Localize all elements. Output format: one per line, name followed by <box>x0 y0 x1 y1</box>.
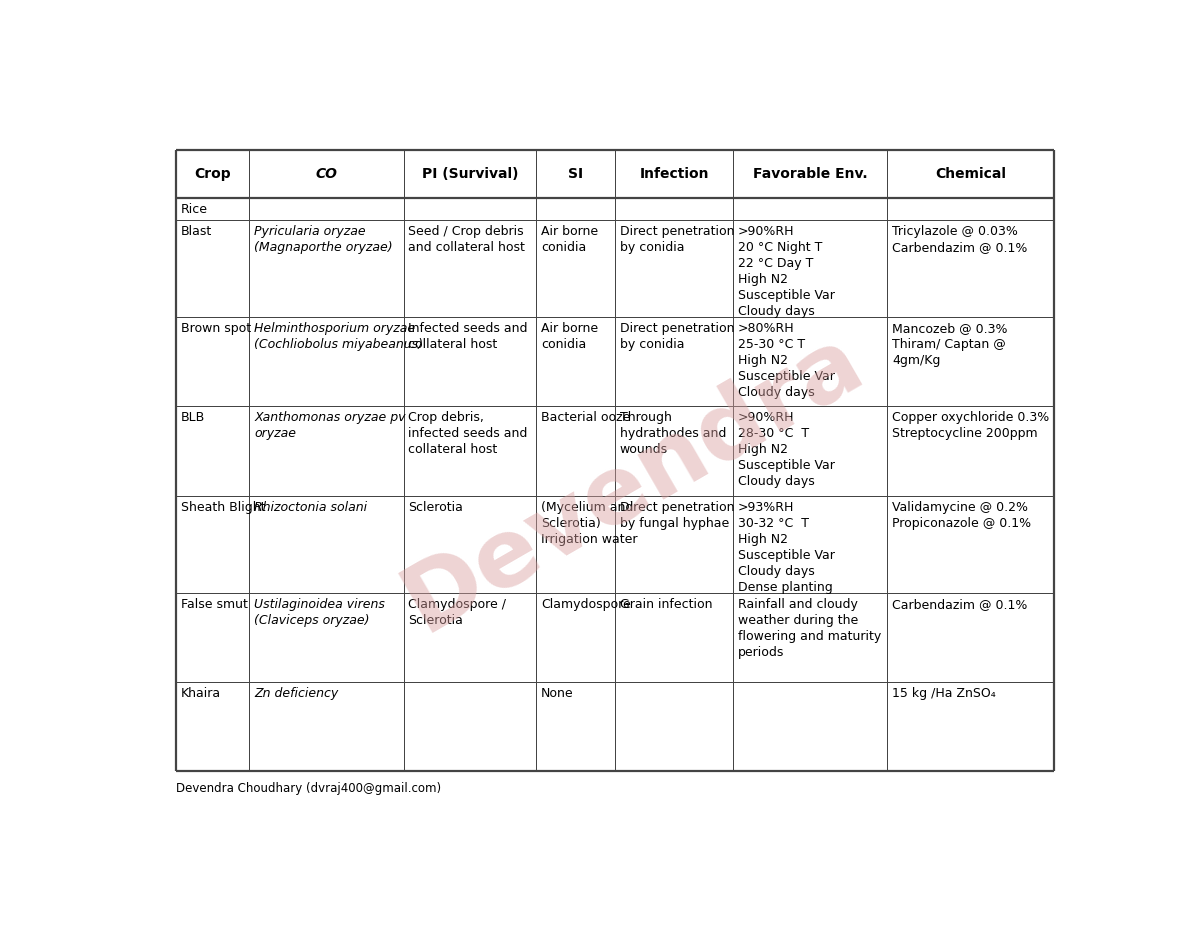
Text: Bacterial ooze: Bacterial ooze <box>541 412 630 425</box>
Text: Air borne
conidia: Air borne conidia <box>541 323 598 351</box>
Text: Helminthosporium oryzae
(Cochliobolus miyabeanus): Helminthosporium oryzae (Cochliobolus mi… <box>254 323 424 351</box>
Text: Mancozeb @ 0.3%
Thiram/ Captan @
4gm/Kg: Mancozeb @ 0.3% Thiram/ Captan @ 4gm/Kg <box>892 323 1008 367</box>
Text: Rice: Rice <box>181 203 208 216</box>
Text: Devendra: Devendra <box>389 314 878 651</box>
Text: Rainfall and cloudy
weather during the
flowering and maturity
periods: Rainfall and cloudy weather during the f… <box>738 598 881 659</box>
Text: Infection: Infection <box>640 168 709 182</box>
Text: Carbendazim @ 0.1%: Carbendazim @ 0.1% <box>892 598 1027 611</box>
Text: Ustilaginoidea virens
(Claviceps oryzae): Ustilaginoidea virens (Claviceps oryzae) <box>254 598 385 628</box>
Text: Crop: Crop <box>194 168 232 182</box>
Text: Copper oxychloride 0.3%
Streptocycline 200ppm: Copper oxychloride 0.3% Streptocycline 2… <box>892 412 1049 440</box>
Text: Air borne
conidia: Air borne conidia <box>541 225 598 254</box>
Text: >80%RH
25-30 °C T
High N2
Susceptible Var
Cloudy days: >80%RH 25-30 °C T High N2 Susceptible Va… <box>738 323 835 400</box>
Text: Chemical: Chemical <box>935 168 1006 182</box>
Text: Clamydospore: Clamydospore <box>541 598 630 611</box>
Text: Xanthomonas oryzae pv
oryzae: Xanthomonas oryzae pv oryzae <box>254 412 406 440</box>
Text: Infected seeds and
collateral host: Infected seeds and collateral host <box>408 323 528 351</box>
Text: False smut: False smut <box>181 598 247 611</box>
Text: Sclerotia: Sclerotia <box>408 501 463 514</box>
Text: >90%RH
28-30 °C  T
High N2
Susceptible Var
Cloudy days: >90%RH 28-30 °C T High N2 Susceptible Va… <box>738 412 835 489</box>
Text: None: None <box>541 687 574 700</box>
Text: Clamydospore /
Sclerotia: Clamydospore / Sclerotia <box>408 598 506 628</box>
Text: Validamycine @ 0.2%
Propiconazole @ 0.1%: Validamycine @ 0.2% Propiconazole @ 0.1% <box>892 501 1031 529</box>
Text: Devendra Choudhary (dvraj400@gmail.com): Devendra Choudhary (dvraj400@gmail.com) <box>176 782 442 795</box>
Text: (Mycelium and
Sclerotia)
Irrigation water: (Mycelium and Sclerotia) Irrigation wate… <box>541 501 637 546</box>
Text: PI (Survival): PI (Survival) <box>421 168 518 182</box>
Text: Crop debris,
infected seeds and
collateral host: Crop debris, infected seeds and collater… <box>408 412 528 456</box>
Text: CO: CO <box>316 168 337 182</box>
Text: Sheath Blight: Sheath Blight <box>181 501 265 514</box>
Text: Rhizoctonia solani: Rhizoctonia solani <box>254 501 367 514</box>
Text: Pyricularia oryzae
(Magnaporthe oryzae): Pyricularia oryzae (Magnaporthe oryzae) <box>254 225 392 254</box>
Text: Grain infection: Grain infection <box>619 598 712 611</box>
Text: Khaira: Khaira <box>181 687 221 700</box>
Text: Direct penetration
by fungal hyphae: Direct penetration by fungal hyphae <box>619 501 734 529</box>
Text: BLB: BLB <box>181 412 205 425</box>
Text: Direct penetration
by conidia: Direct penetration by conidia <box>619 323 734 351</box>
Text: Through
hydrathodes and
wounds: Through hydrathodes and wounds <box>619 412 726 456</box>
Text: Blast: Blast <box>181 225 212 238</box>
Text: Direct penetration
by conidia: Direct penetration by conidia <box>619 225 734 254</box>
Text: Seed / Crop debris
and collateral host: Seed / Crop debris and collateral host <box>408 225 526 254</box>
Text: Zn deficiency: Zn deficiency <box>254 687 338 700</box>
Text: 15 kg /Ha ZnSO₄: 15 kg /Ha ZnSO₄ <box>892 687 996 700</box>
Text: SI: SI <box>568 168 583 182</box>
Text: Favorable Env.: Favorable Env. <box>752 168 868 182</box>
Text: >90%RH
20 °C Night T
22 °C Day T
High N2
Susceptible Var
Cloudy days: >90%RH 20 °C Night T 22 °C Day T High N2… <box>738 225 835 318</box>
Text: >93%RH
30-32 °C  T
High N2
Susceptible Var
Cloudy days
Dense planting: >93%RH 30-32 °C T High N2 Susceptible Va… <box>738 501 835 593</box>
Text: Brown spot: Brown spot <box>181 323 251 336</box>
Text: Tricylazole @ 0.03%
Carbendazim @ 0.1%: Tricylazole @ 0.03% Carbendazim @ 0.1% <box>892 225 1027 254</box>
